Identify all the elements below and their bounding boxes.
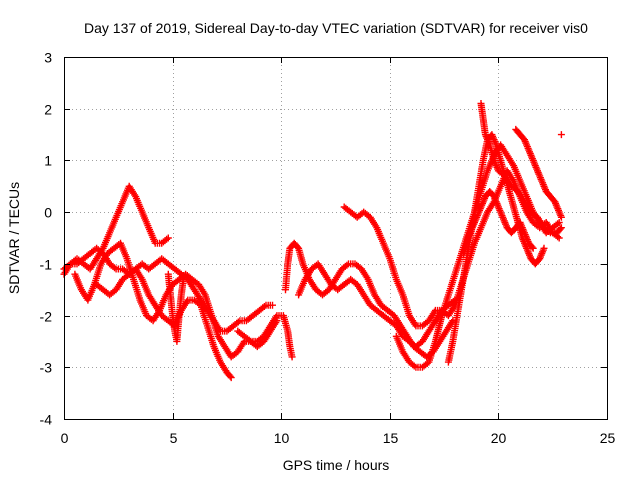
data-marks	[60, 100, 565, 382]
y-axis-label: SDTVAR / TECUs	[6, 182, 22, 294]
data-point	[545, 228, 553, 235]
plot-frame	[64, 57, 608, 420]
data-point	[226, 372, 234, 380]
series-track-7	[282, 239, 457, 361]
y-tick-label: -3	[40, 360, 53, 376]
data-point	[227, 374, 235, 382]
x-tick-label: 20	[491, 430, 507, 446]
x-tick-label: 25	[600, 430, 616, 446]
data-point	[260, 303, 268, 310]
x-tick-label: 0	[61, 430, 69, 446]
data-point	[529, 244, 537, 252]
data-point	[557, 224, 565, 232]
data-point	[555, 234, 563, 242]
y-tick-label: -4	[40, 412, 53, 428]
data-point	[540, 244, 548, 252]
series-track-12	[477, 100, 565, 237]
data-point	[111, 264, 118, 272]
y-tick-label: 0	[44, 205, 52, 221]
series-track-13	[512, 125, 565, 221]
data-point	[557, 213, 565, 221]
y-tick-label: 2	[44, 102, 52, 118]
data-point	[65, 261, 73, 269]
data-point	[343, 261, 351, 269]
data-point	[180, 275, 187, 283]
x-tick-label: 10	[274, 430, 290, 446]
data-point	[234, 318, 242, 326]
y-tick-label: 1	[44, 153, 52, 169]
x-tick-label: 15	[383, 430, 399, 446]
data-point	[556, 225, 564, 233]
data-point	[554, 220, 562, 228]
data-point	[528, 243, 536, 251]
data-point	[557, 131, 565, 139]
data-point	[555, 219, 563, 226]
y-tick-label: 3	[44, 50, 52, 66]
y-tick-label: -2	[40, 309, 53, 325]
series-track-15	[557, 131, 565, 139]
x-axis-label: GPS time / hours	[283, 457, 390, 473]
data-point	[294, 243, 301, 251]
x-tick-label: 5	[170, 430, 178, 446]
chart-title: Day 137 of 2019, Sidereal Day-to-day VTE…	[84, 20, 588, 36]
data-point	[245, 336, 253, 344]
axes: 0 5 10 15 20 25 -4 -3 -2 -1 0 1 2 3	[40, 50, 616, 447]
series-track-1	[60, 182, 172, 278]
series-track-6	[234, 312, 296, 361]
data-point	[164, 234, 172, 242]
series-track-8	[295, 260, 459, 351]
series-track-14	[460, 188, 537, 257]
series-track-5	[164, 270, 187, 345]
data-point	[288, 353, 296, 361]
data-point	[269, 301, 276, 309]
y-tick-label: -1	[40, 257, 53, 273]
